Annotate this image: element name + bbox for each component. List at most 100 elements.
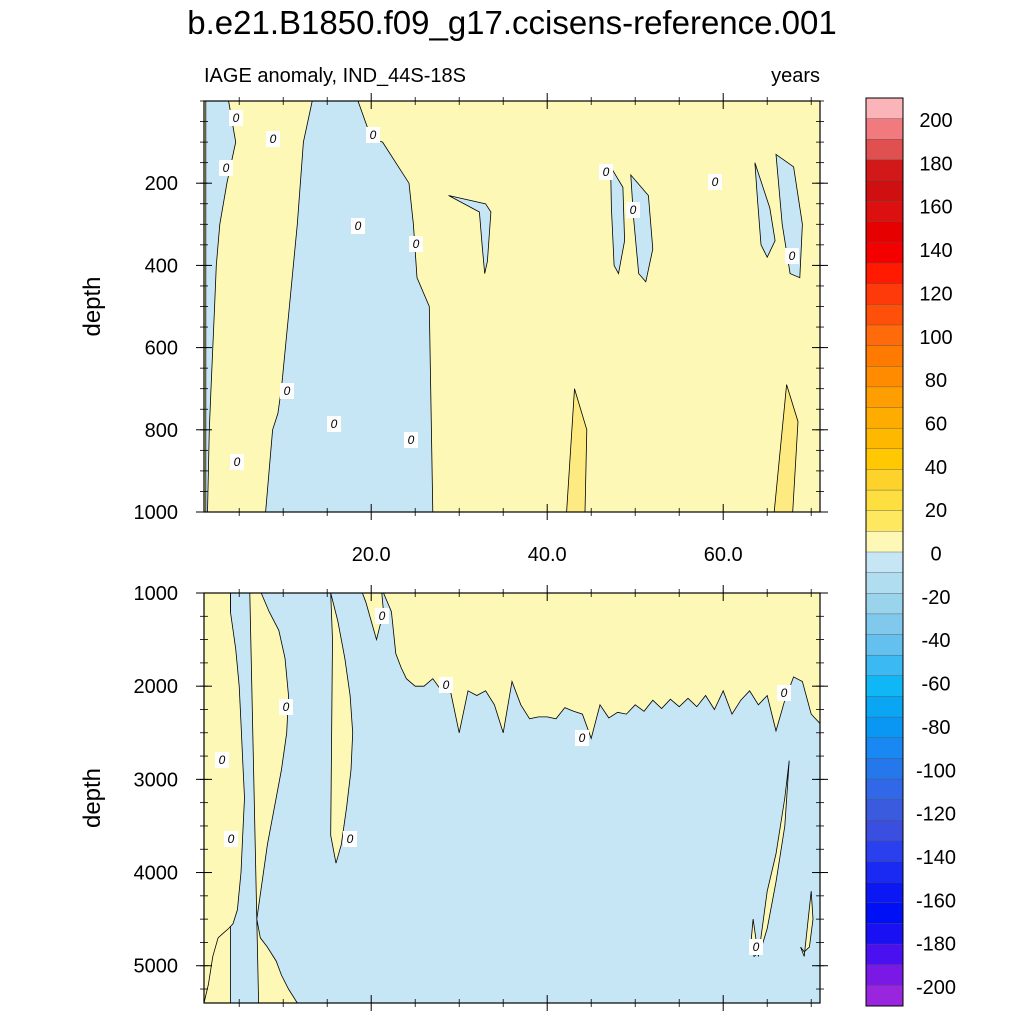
colorbar-cell bbox=[865, 242, 904, 264]
contour-label: 0 bbox=[626, 202, 640, 218]
contour-label: 0 bbox=[366, 127, 380, 143]
contour-label-bg bbox=[280, 383, 294, 399]
colorbar-label: 80 bbox=[925, 370, 947, 392]
colorbar-label: 140 bbox=[919, 240, 952, 262]
contour-label: 0 bbox=[599, 164, 613, 180]
colorbar-cell bbox=[865, 613, 904, 636]
colorbar: 200180160140120100806040200-20-40-60-80-… bbox=[865, 97, 956, 1007]
colorbar-label: 40 bbox=[925, 457, 947, 479]
x-tick-label: 20.0 bbox=[352, 544, 391, 566]
contour-label-text: 0 bbox=[347, 832, 354, 846]
colorbar-label: 60 bbox=[925, 413, 947, 435]
contour-label-text: 0 bbox=[270, 132, 277, 146]
colorbar-cell bbox=[865, 366, 904, 388]
colorbar-cell bbox=[865, 861, 904, 883]
y-tick-label: 400 bbox=[145, 255, 178, 277]
contour-label-text: 0 bbox=[579, 731, 586, 745]
contour-label: 0 bbox=[409, 236, 423, 252]
contour-label-text: 0 bbox=[408, 433, 415, 447]
colorbar-label: 20 bbox=[925, 500, 947, 522]
contour-label-text: 0 bbox=[234, 455, 241, 469]
colorbar-cell bbox=[865, 304, 904, 326]
colorbar-cell bbox=[865, 964, 904, 986]
colorbar-label: -40 bbox=[922, 630, 951, 652]
contour-label-text: 0 bbox=[603, 165, 610, 179]
y-tick-label: 2000 bbox=[134, 676, 179, 698]
contour-label-text: 0 bbox=[443, 678, 450, 692]
contour-label-bg bbox=[785, 248, 799, 264]
x-tick-label: 60.0 bbox=[704, 544, 743, 566]
colorbar-cell bbox=[865, 675, 904, 697]
colorbar-label: 120 bbox=[919, 283, 952, 305]
contour-label-bg bbox=[229, 110, 243, 126]
contour-label: 0 bbox=[439, 677, 453, 693]
colorbar-label: 0 bbox=[930, 544, 941, 566]
contour-label: 0 bbox=[351, 218, 365, 234]
contour-label-text: 0 bbox=[370, 128, 377, 142]
colorbar-cell bbox=[865, 778, 904, 801]
y-tick-label: 1000 bbox=[134, 583, 179, 605]
colorbar-label: 100 bbox=[919, 327, 952, 349]
contour-label-bg bbox=[327, 416, 341, 432]
colorbar-cell bbox=[865, 634, 904, 656]
colorbar-cell bbox=[865, 489, 904, 512]
contour-label: 0 bbox=[404, 432, 418, 448]
colorbar-cell bbox=[865, 510, 904, 532]
contour-label-bg bbox=[279, 699, 293, 715]
negative-region-3 bbox=[610, 165, 626, 275]
contour-label-bg bbox=[599, 164, 613, 180]
subtitle-left: IAGE anomaly, IND_44S-18S bbox=[204, 65, 466, 87]
colorbar-cell bbox=[865, 820, 904, 842]
colorbar-label: -60 bbox=[922, 674, 951, 696]
contour-label: 0 bbox=[215, 752, 229, 768]
colorbar-cell bbox=[865, 324, 904, 347]
colorbar-cell bbox=[865, 345, 904, 367]
contour-label-text: 0 bbox=[223, 161, 230, 175]
colorbar-label: -120 bbox=[916, 804, 956, 826]
contour-label: 0 bbox=[575, 730, 589, 746]
negative-region-6 bbox=[775, 153, 803, 279]
contour-label-bg bbox=[439, 677, 453, 693]
contour-label-text: 0 bbox=[781, 686, 788, 700]
colorbar-cell bbox=[865, 407, 904, 429]
contour-label: 0 bbox=[224, 831, 238, 847]
colorbar-cell bbox=[865, 448, 904, 470]
colorbar-cell bbox=[865, 593, 904, 615]
contour-label-text: 0 bbox=[331, 417, 338, 431]
contour-label-bg bbox=[215, 752, 229, 768]
colorbar-cell bbox=[865, 902, 904, 924]
colorbar-cell bbox=[865, 180, 904, 202]
negative-region-1 bbox=[265, 101, 434, 512]
colorbar-frame bbox=[865, 97, 904, 1007]
y-tick-label: 1000 bbox=[134, 502, 179, 524]
colorbar-cell bbox=[865, 985, 904, 1007]
colorbar-cell bbox=[865, 881, 904, 904]
contour-label-text: 0 bbox=[233, 111, 240, 125]
positive-region-0 bbox=[204, 593, 245, 1003]
colorbar-label: -160 bbox=[916, 890, 956, 912]
lower-panel: 0 0 0 0 0 0 0 0 0 1000 2000 3000 4000 5000 depth bbox=[79, 583, 828, 1011]
x-tick-label: 40.0 bbox=[528, 544, 567, 566]
colorbar-label: 160 bbox=[919, 197, 952, 219]
contour-label-bg bbox=[375, 608, 389, 624]
chart-title: b.e21.B1850.f09_g17.ccisens-reference.00… bbox=[187, 4, 836, 41]
colorbar-cell bbox=[865, 262, 904, 285]
contour-label-text: 0 bbox=[219, 753, 226, 767]
y-axis-label: depth bbox=[79, 276, 106, 336]
y-tick-label: 4000 bbox=[134, 863, 179, 885]
colorbar-cell bbox=[865, 118, 904, 140]
contour-label: 0 bbox=[708, 174, 722, 190]
contour-label: 0 bbox=[343, 831, 357, 847]
colorbar-cell bbox=[865, 654, 904, 677]
colorbar-cell bbox=[865, 283, 904, 305]
contour-label-text: 0 bbox=[630, 203, 637, 217]
positive-region-3 bbox=[361, 593, 384, 642]
colorbar-label: 180 bbox=[919, 153, 952, 175]
contour-label-text: 0 bbox=[283, 700, 290, 714]
contour-label: 0 bbox=[749, 939, 763, 955]
colorbar-label: -140 bbox=[916, 847, 956, 869]
contour-label: 0 bbox=[279, 699, 293, 715]
contour-label: 0 bbox=[219, 160, 233, 176]
colorbar-cell bbox=[865, 758, 904, 780]
